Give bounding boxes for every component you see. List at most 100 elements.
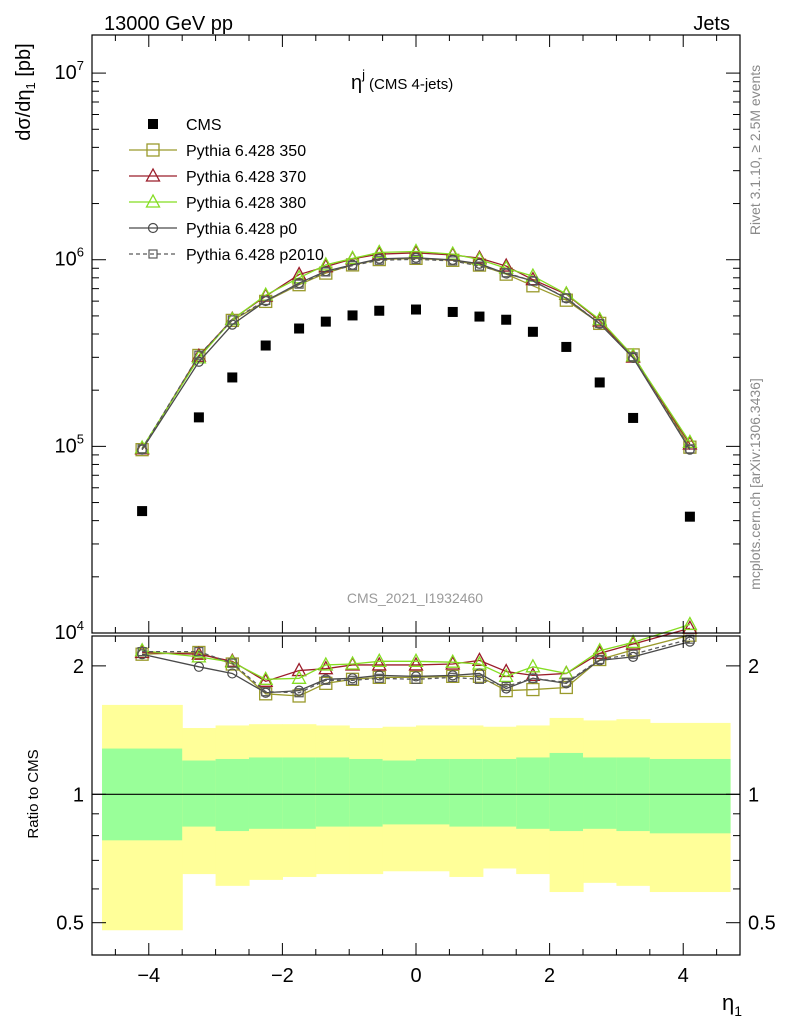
legend-entry-cms: CMS [148,117,222,134]
legend-label: Pythia 6.428 380 [186,195,306,212]
series-line-pythia-6-428-p0 [141,257,691,451]
data-point-pythia-6-428-380 [344,250,361,265]
data-point-pythia-6-428-p2010 [294,279,304,289]
ratio-point-pythia-6-428-p2010 [137,647,147,657]
data-point-pythia-6-428-380 [371,244,387,259]
ratio-point-pythia-6-428-380 [371,652,387,667]
legend-entry-pythia-6-428-p2010: Pythia 6.428 p2010 [129,247,324,264]
y-tick-label: 107 [55,58,84,84]
data-point-pythia-6-428-p2010 [595,318,605,329]
data-point-pythia-6-428-p2010 [321,267,331,277]
ratio-band-inner [215,758,250,832]
ratio-point-pythia-6-428-370 [258,672,274,687]
ratio-point-pythia-6-428-p2010 [374,673,384,683]
ratio-band-inner [549,752,584,832]
ratio-line-pythia-6-428-370 [142,627,691,683]
ratio-point-pythia-6-428-380 [525,658,541,673]
analysis-watermark: CMS_2021_I1932460 [347,590,483,606]
ratio-point-pythia-6-428-380 [258,670,274,685]
data-point-pythia-6-428-p2010 [528,276,538,286]
data-point-pythia-6-428-p2010 [374,255,384,265]
y-tick-label: 106 [55,245,84,271]
ratio-point-pythia-6-428-370 [291,662,307,677]
ratio-band-inner [315,757,350,827]
ratio-band-inner [349,758,384,827]
ratio-point-pythia-6-428-p2010 [528,673,538,683]
mcplots-label: mcplots.cern.ch [arXiv:1306.3436] [747,378,763,590]
header-right: Jets [693,13,730,35]
data-point-pythia-6-428-p2010 [561,293,571,303]
ratio-point-pythia-6-428-380 [291,669,307,684]
data-point-pythia-6-428-p2010 [347,261,358,271]
legend-entry-pythia-6-428-350: Pythia 6.428 350 [129,143,306,160]
data-point-pythia-6-428-380 [682,434,698,449]
header-left: 13000 GeV pp [104,13,233,35]
data-point-cms [193,412,204,423]
ratio-point-pythia-6-428-p0 [227,668,238,679]
data-point-cms [628,412,639,423]
ratio-line-pythia-6-428-350 [142,634,691,697]
data-point-pythia-6-428-p2010 [227,315,237,325]
ratio-point-pythia-6-428-380 [498,667,514,683]
data-point-cms [374,305,385,316]
ratio-tick-label: 2 [73,656,84,678]
data-point-cms [594,377,605,388]
ratio-band-inner [583,757,618,829]
y-axis-label: dσ/dη1 [pb] [13,43,38,140]
ratio-point-pythia-6-428-p2010 [595,654,605,665]
ratio-point-pythia-6-428-p2010 [294,688,304,698]
ratio-point-pythia-6-428-380 [318,656,334,671]
ratio-point-pythia-6-428-370 [408,656,424,671]
ratio-line-pythia-6-428-p2010 [142,638,691,694]
y-axis-label-unit: [pb] [13,43,35,82]
legend-marker [148,249,158,259]
x-tick-label: −4 [137,965,160,987]
ratio-point-pythia-6-428-350 [559,680,573,695]
data-point-pythia-6-428-p2010 [685,444,695,454]
data-point-cms [501,314,512,325]
data-point-cms [347,310,358,321]
ratio-band-inner [248,757,283,829]
ratio-point-pythia-6-428-p2010 [628,649,638,659]
data-point-cms [320,316,331,327]
series-line-pythia-6-428-380 [141,250,691,449]
ratio-y-axis-label: Ratio to CMS [25,749,42,838]
x-tick-label: 2 [544,965,555,987]
ratio-line-pythia-6-428-p0 [141,640,691,694]
series-line-pythia-6-428-350 [141,257,691,451]
data-point-cms [294,323,305,334]
ratio-point-pythia-6-428-p2010 [448,672,458,682]
x-tick-label: 0 [410,965,421,987]
data-point-cms [137,506,148,517]
y-axis-label-main: dσ/dη [13,89,35,140]
x-axis-label: η1 [722,990,742,1019]
ratio-tick-label-right: 1 [748,784,759,806]
legend-label: Pythia 6.428 p2010 [186,247,324,264]
ratio-point-pythia-6-428-p2010 [194,647,204,657]
ratio-point-pythia-6-428-370 [471,652,488,667]
rivet-label: Rivet 3.1.10, ≥ 2.5M events [747,65,763,235]
data-point-pythia-6-428-p2010 [261,295,271,306]
data-point-pythia-6-428-350 [135,443,149,457]
ratio-band-inner [182,760,217,827]
ratio-point-pythia-6-428-p0 [474,668,485,679]
y-axis-label-sub: 1 [23,82,38,89]
ratio-point-pythia-6-428-p2010 [501,681,511,692]
legend-marker [146,143,160,157]
y-tick-label: 105 [55,431,84,457]
ratio-point-pythia-6-428-p0 [193,661,204,672]
data-point-cms [684,511,695,522]
ratio-band-inner [649,758,731,834]
series-line-pythia-6-428-p2010 [141,258,691,450]
data-point-pythia-6-428-p2010 [448,256,458,266]
series-line-pythia-6-428-370 [141,252,691,450]
ratio-point-pythia-6-428-380 [445,653,461,668]
ratio-point-pythia-6-428-380 [408,652,424,667]
ratio-band-inner [382,760,417,825]
data-point-pythia-6-428-p2010 [137,444,147,454]
ratio-point-pythia-6-428-p2010 [561,677,571,687]
ratio-tick-label: 0.5 [56,913,84,935]
data-point-pythia-6-428-p2010 [411,254,421,264]
legend-marker [147,222,159,234]
